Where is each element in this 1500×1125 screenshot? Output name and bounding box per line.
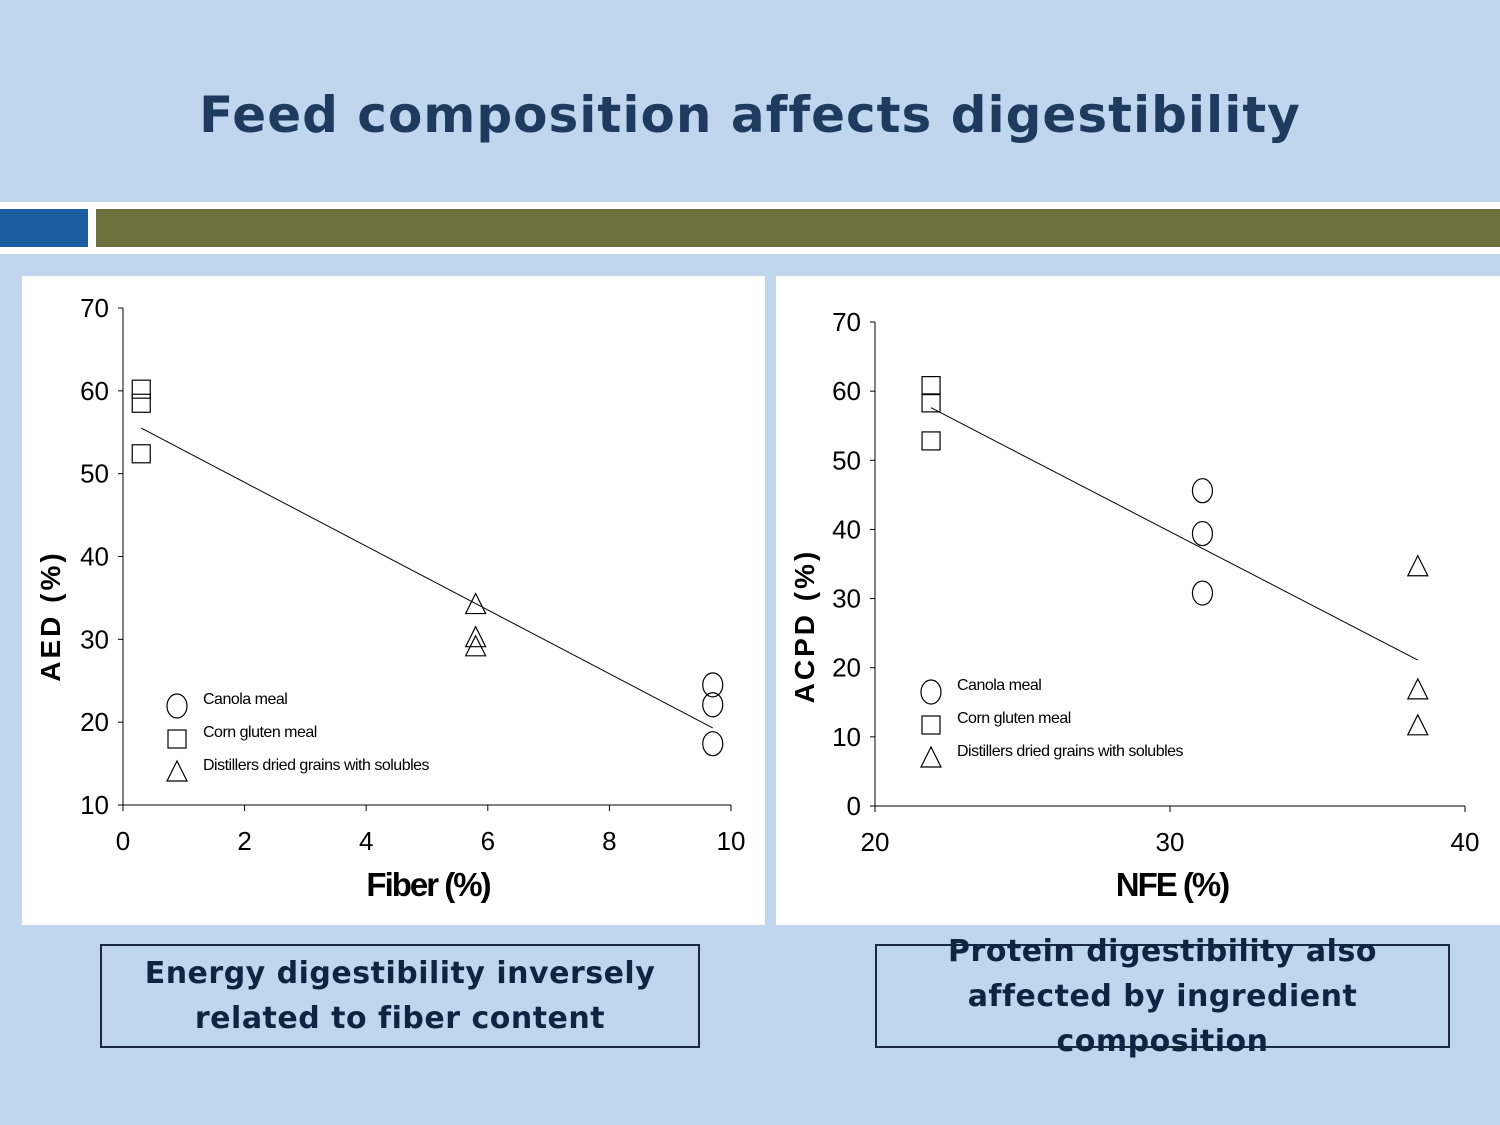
data-point-square — [921, 431, 941, 451]
legend-square-icon — [167, 729, 187, 749]
x-tick-label: 8 — [602, 826, 616, 856]
legend-triangle-icon — [166, 759, 188, 782]
data-point-triangle — [1406, 677, 1429, 700]
y-tick-label: 40 — [80, 542, 109, 572]
legend-label: Distillers dried grains with solubles — [957, 743, 1184, 760]
y-tick-label: 60 — [80, 376, 109, 406]
data-point-circle — [702, 672, 724, 698]
y-tick-label: 20 — [832, 653, 861, 683]
x-tick-label: 20 — [861, 827, 890, 857]
data-point-triangle — [464, 634, 487, 657]
x-tick-label: 0 — [116, 826, 130, 856]
data-point-circle — [702, 731, 724, 757]
y-tick-label: 70 — [80, 293, 109, 323]
y-tick-label: 30 — [832, 584, 861, 614]
legend-label: Canola meal — [957, 677, 1041, 694]
x-axis-label: NFE (%) — [1116, 866, 1230, 903]
data-point-triangle — [1406, 713, 1429, 736]
legend-label: Canola meal — [203, 691, 287, 708]
y-tick-label: 70 — [832, 307, 861, 337]
note-protein-digestibility: Protein digestibility also affected by i… — [875, 934, 1450, 1059]
y-tick-label: 40 — [832, 514, 861, 544]
y-tick-label: 10 — [80, 790, 109, 820]
chart-panel-nfe: 0 10 20 30 40 50 60 70 20 30 40 NFE (%) ACPD (%) Cano… — [776, 276, 1500, 925]
y-tick-label: 10 — [832, 722, 861, 752]
legend-label: Corn gluten meal — [957, 710, 1071, 727]
y-tick-label: 20 — [80, 707, 109, 737]
data-point-square — [131, 393, 151, 413]
accent-bar-olive — [96, 209, 1500, 247]
chart-aed-vs-fiber: 10 20 30 40 50 60 70 0 2 4 6 8 10 Fiber (%) AED (%) Can… — [35, 293, 746, 903]
legend-circle-icon — [166, 693, 188, 719]
x-tick-label: 30 — [1156, 827, 1185, 857]
data-point-circle — [1191, 520, 1214, 547]
y-tick-label: 30 — [80, 624, 109, 654]
data-point-circle — [1191, 580, 1214, 606]
y-tick-label: 50 — [80, 459, 109, 489]
data-point-circle — [1191, 478, 1214, 504]
x-axis-label: Fiber (%) — [366, 866, 490, 903]
data-point-circle — [702, 692, 724, 718]
legend-label: Distillers dried grains with solubles — [203, 757, 430, 774]
data-point-square — [131, 444, 151, 464]
x-tick-label: 10 — [717, 826, 746, 856]
x-tick-label: 2 — [237, 826, 251, 856]
accent-bar-blue — [0, 209, 88, 247]
data-point-triangle — [1406, 554, 1429, 577]
x-tick-label: 4 — [359, 826, 373, 856]
data-point-triangle — [464, 625, 487, 648]
y-tick-label: 60 — [832, 376, 861, 406]
x-tick-label: 40 — [1451, 827, 1480, 857]
y-tick-label: 50 — [832, 445, 861, 475]
legend-circle-icon — [920, 679, 942, 705]
data-point-square — [921, 376, 941, 396]
y-tick-label: 0 — [847, 791, 861, 821]
chart-panel-fiber: 10 20 30 40 50 60 70 0 2 4 6 8 10 Fiber (%) AED (%) Can… — [22, 276, 765, 925]
data-point-square — [921, 393, 941, 413]
data-point-square — [131, 379, 151, 399]
chart-acpd-vs-nfe: 0 10 20 30 40 50 60 70 20 30 40 NFE (%) ACPD (%) Cano… — [789, 307, 1480, 903]
legend-label: Corn gluten meal — [203, 724, 317, 741]
slide-title: Feed composition affects digestibility — [199, 86, 1301, 144]
y-axis-label: AED (%) — [35, 550, 66, 681]
x-tick-label: 6 — [481, 826, 495, 856]
legend-triangle-icon — [920, 745, 942, 768]
data-point-triangle — [464, 592, 487, 615]
trendline — [141, 427, 713, 729]
trendline — [930, 407, 1419, 661]
note-energy-digestibility: Energy digestibility inversely related t… — [100, 944, 700, 1048]
y-axis-label: ACPD (%) — [789, 549, 820, 704]
legend-square-icon — [921, 715, 941, 735]
